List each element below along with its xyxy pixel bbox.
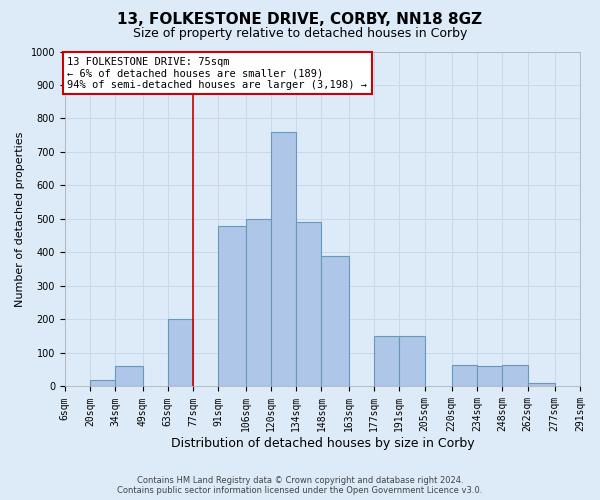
Bar: [245, 219, 271, 386]
Bar: [452, 364, 477, 386]
X-axis label: Distribution of detached houses by size in Corby: Distribution of detached houses by size …: [170, 437, 474, 450]
Text: 13 FOLKESTONE DRIVE: 75sqm
← 6% of detached houses are smaller (189)
94% of semi: 13 FOLKESTONE DRIVE: 75sqm ← 6% of detac…: [67, 56, 367, 90]
Bar: [477, 366, 502, 386]
Bar: [296, 222, 322, 386]
Bar: [168, 320, 193, 386]
Bar: [271, 132, 296, 386]
Y-axis label: Number of detached properties: Number of detached properties: [15, 132, 25, 306]
Bar: [374, 336, 399, 386]
Text: 13, FOLKESTONE DRIVE, CORBY, NN18 8GZ: 13, FOLKESTONE DRIVE, CORBY, NN18 8GZ: [118, 12, 482, 28]
Bar: [502, 364, 527, 386]
Bar: [527, 383, 554, 386]
Bar: [322, 256, 349, 386]
Bar: [218, 226, 245, 386]
Text: Contains HM Land Registry data © Crown copyright and database right 2024.
Contai: Contains HM Land Registry data © Crown c…: [118, 476, 482, 495]
Bar: [90, 380, 115, 386]
Bar: [399, 336, 425, 386]
Text: Size of property relative to detached houses in Corby: Size of property relative to detached ho…: [133, 28, 467, 40]
Bar: [115, 366, 143, 386]
